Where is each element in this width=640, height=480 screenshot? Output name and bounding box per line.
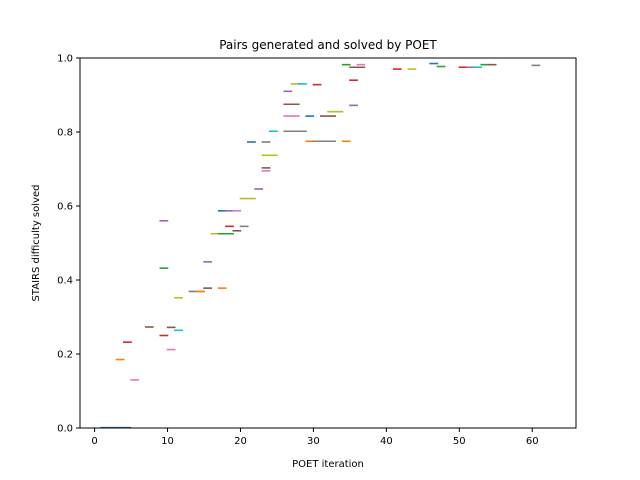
x-tick-label: 0 [91,436,97,447]
x-tick-label: 10 [161,436,174,447]
y-axis-label: STAIRS difficulty solved [31,185,42,302]
plot-area [100,62,541,429]
x-axis: 0 10 20 30 40 50 60 [91,428,539,447]
y-tick-label: 1.0 [57,54,73,65]
y-tick-label: 0.8 [57,128,73,139]
x-axis-label: POET iteration [292,459,364,470]
y-axis: 0.0 0.2 0.4 0.6 0.8 1.0 [57,54,80,435]
x-tick-label: 30 [307,436,320,447]
y-tick-label: 0.4 [57,276,73,287]
y-tick-label: 0.6 [57,202,73,213]
y-tick-label: 0.0 [57,424,73,435]
x-tick-label: 20 [234,436,247,447]
x-tick-label: 50 [453,436,466,447]
x-tick-label: 40 [380,436,393,447]
x-tick-label: 60 [526,436,539,447]
axes-frame [79,57,577,429]
chart-title: Pairs generated and solved by POET [219,38,437,52]
y-tick-label: 0.2 [57,350,73,361]
